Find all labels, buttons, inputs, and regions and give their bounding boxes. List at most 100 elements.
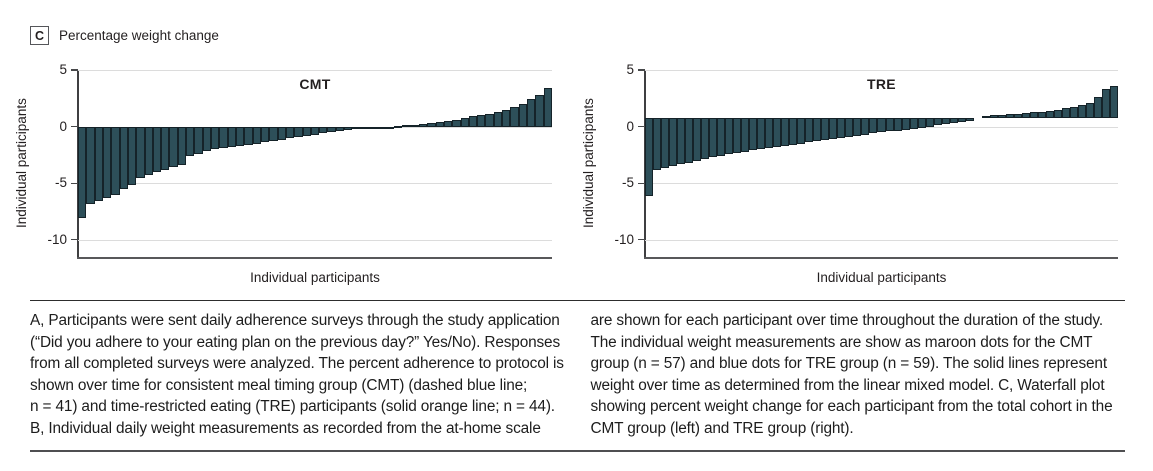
bar [925,118,934,127]
bar [443,120,453,127]
bar [901,118,910,130]
bar [335,126,345,132]
bar [1061,108,1070,119]
bar [152,126,162,172]
bar [1109,85,1118,119]
x-axis-line [77,257,552,259]
y-axis-label: Individual participants [14,98,29,229]
bar [485,114,494,127]
y-tick-label: -10 [614,231,634,247]
bar [757,118,766,150]
bar [269,126,278,142]
bar [86,126,95,204]
bar [502,109,511,127]
bar [236,126,245,146]
gridline [645,239,1118,241]
bar [765,118,774,149]
y-tick-mark [71,125,78,128]
caption-column-right: are shown for each participant over time… [590,312,1113,437]
caption-bottom-rule [30,450,1125,452]
bar [219,126,228,149]
bar [327,126,336,133]
bar [510,107,519,127]
waterfall-chart-cmt: Individual participants CMT Individual p… [14,62,552,285]
bar [186,126,195,157]
bar [653,118,662,170]
bar [741,118,750,152]
bar [1037,111,1046,119]
chart-title-cmt: CMT [299,76,331,92]
bar [385,126,394,129]
y-tick-mark [71,239,78,241]
y-tick-label: -5 [54,175,67,191]
bar [781,118,790,146]
bar [845,118,854,137]
bar [394,126,403,129]
y-tick-label: 0 [626,118,634,134]
bar [344,126,353,130]
bar [933,118,942,126]
bar [468,116,478,127]
bar [685,118,694,163]
bar [460,117,469,127]
bar [1085,102,1094,119]
gridline [78,183,552,185]
bar [1093,97,1102,119]
bar [111,126,120,195]
bar [893,118,902,131]
bar [717,118,726,157]
gridline [645,70,1118,71]
bar [941,118,950,125]
bar [677,118,686,164]
bar [211,126,220,150]
y-tick-mark [638,239,645,241]
bar [989,115,998,119]
bar [853,118,862,136]
chart-title-tre: TRE [867,76,896,92]
bar [302,126,311,136]
bar [981,116,990,119]
bar [277,126,286,141]
bar [949,118,958,124]
bar [877,118,886,133]
bar [477,115,486,127]
x-axis-label: Individual participants [250,270,380,285]
bar [144,126,153,176]
bar [1101,89,1110,119]
gridline [645,183,1118,185]
gridline [78,70,552,71]
bar [527,99,536,127]
bar [177,126,187,166]
y-tick-mark [638,182,645,184]
bar [885,118,894,132]
bar [535,94,544,127]
bar [1005,114,1014,119]
bar [805,118,814,143]
y-axis-line [644,70,646,258]
bar [127,126,137,186]
bar [452,119,461,127]
y-axis-label: Individual participants [581,98,596,229]
bar [94,126,103,202]
bar [435,122,444,127]
bar [119,126,128,189]
bar [1045,110,1054,119]
bar [909,118,918,129]
y-tick-label: -5 [621,175,634,191]
bar [773,118,782,147]
bar [161,126,170,170]
y-tick-label: -10 [47,231,67,247]
bar [1069,107,1078,119]
panel-letter-badge: C [30,26,49,45]
bar [78,126,87,219]
bar [285,126,295,138]
bar [360,126,370,129]
figure-caption: A, Participants were sent daily adherenc… [30,300,1125,439]
bar [402,125,411,128]
bar [733,118,742,153]
gridline [78,239,552,241]
bar [861,118,870,135]
bar [136,126,145,178]
bar [244,126,253,145]
bar [917,118,926,128]
